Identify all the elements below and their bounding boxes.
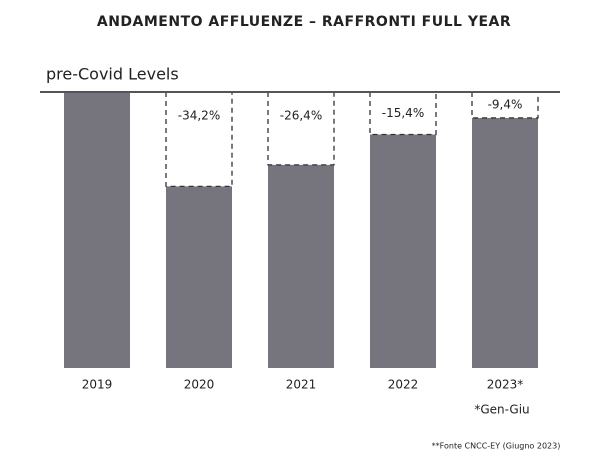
source: **Fonte CNCC-EY (Giugno 2023) <box>432 442 561 451</box>
bar <box>472 117 538 368</box>
value-label: -9,4% <box>488 97 523 111</box>
x-tick-label: 2021 <box>286 378 317 392</box>
change-box <box>369 92 437 136</box>
x-tick-label: 2023* <box>487 378 524 392</box>
subtitle: pre-Covid Levels <box>46 65 179 84</box>
value-label: -34,2% <box>178 109 220 123</box>
value-label: -26,4% <box>280 109 322 123</box>
change-box <box>267 92 335 166</box>
change-box <box>165 92 233 188</box>
bar <box>370 134 436 368</box>
x-tick-label: 2019 <box>82 378 113 392</box>
bar <box>268 164 334 368</box>
change-box <box>471 92 539 119</box>
value-label: -15,4% <box>382 106 424 120</box>
note: *Gen-Giu <box>474 403 529 417</box>
x-tick-label: 2022 <box>388 378 419 392</box>
bar <box>166 186 232 368</box>
bar <box>64 92 130 368</box>
x-tick-label: 2020 <box>184 378 215 392</box>
chart-title: ANDAMENTO AFFLUENZE – RAFFRONTI FULL YEA… <box>97 14 511 30</box>
